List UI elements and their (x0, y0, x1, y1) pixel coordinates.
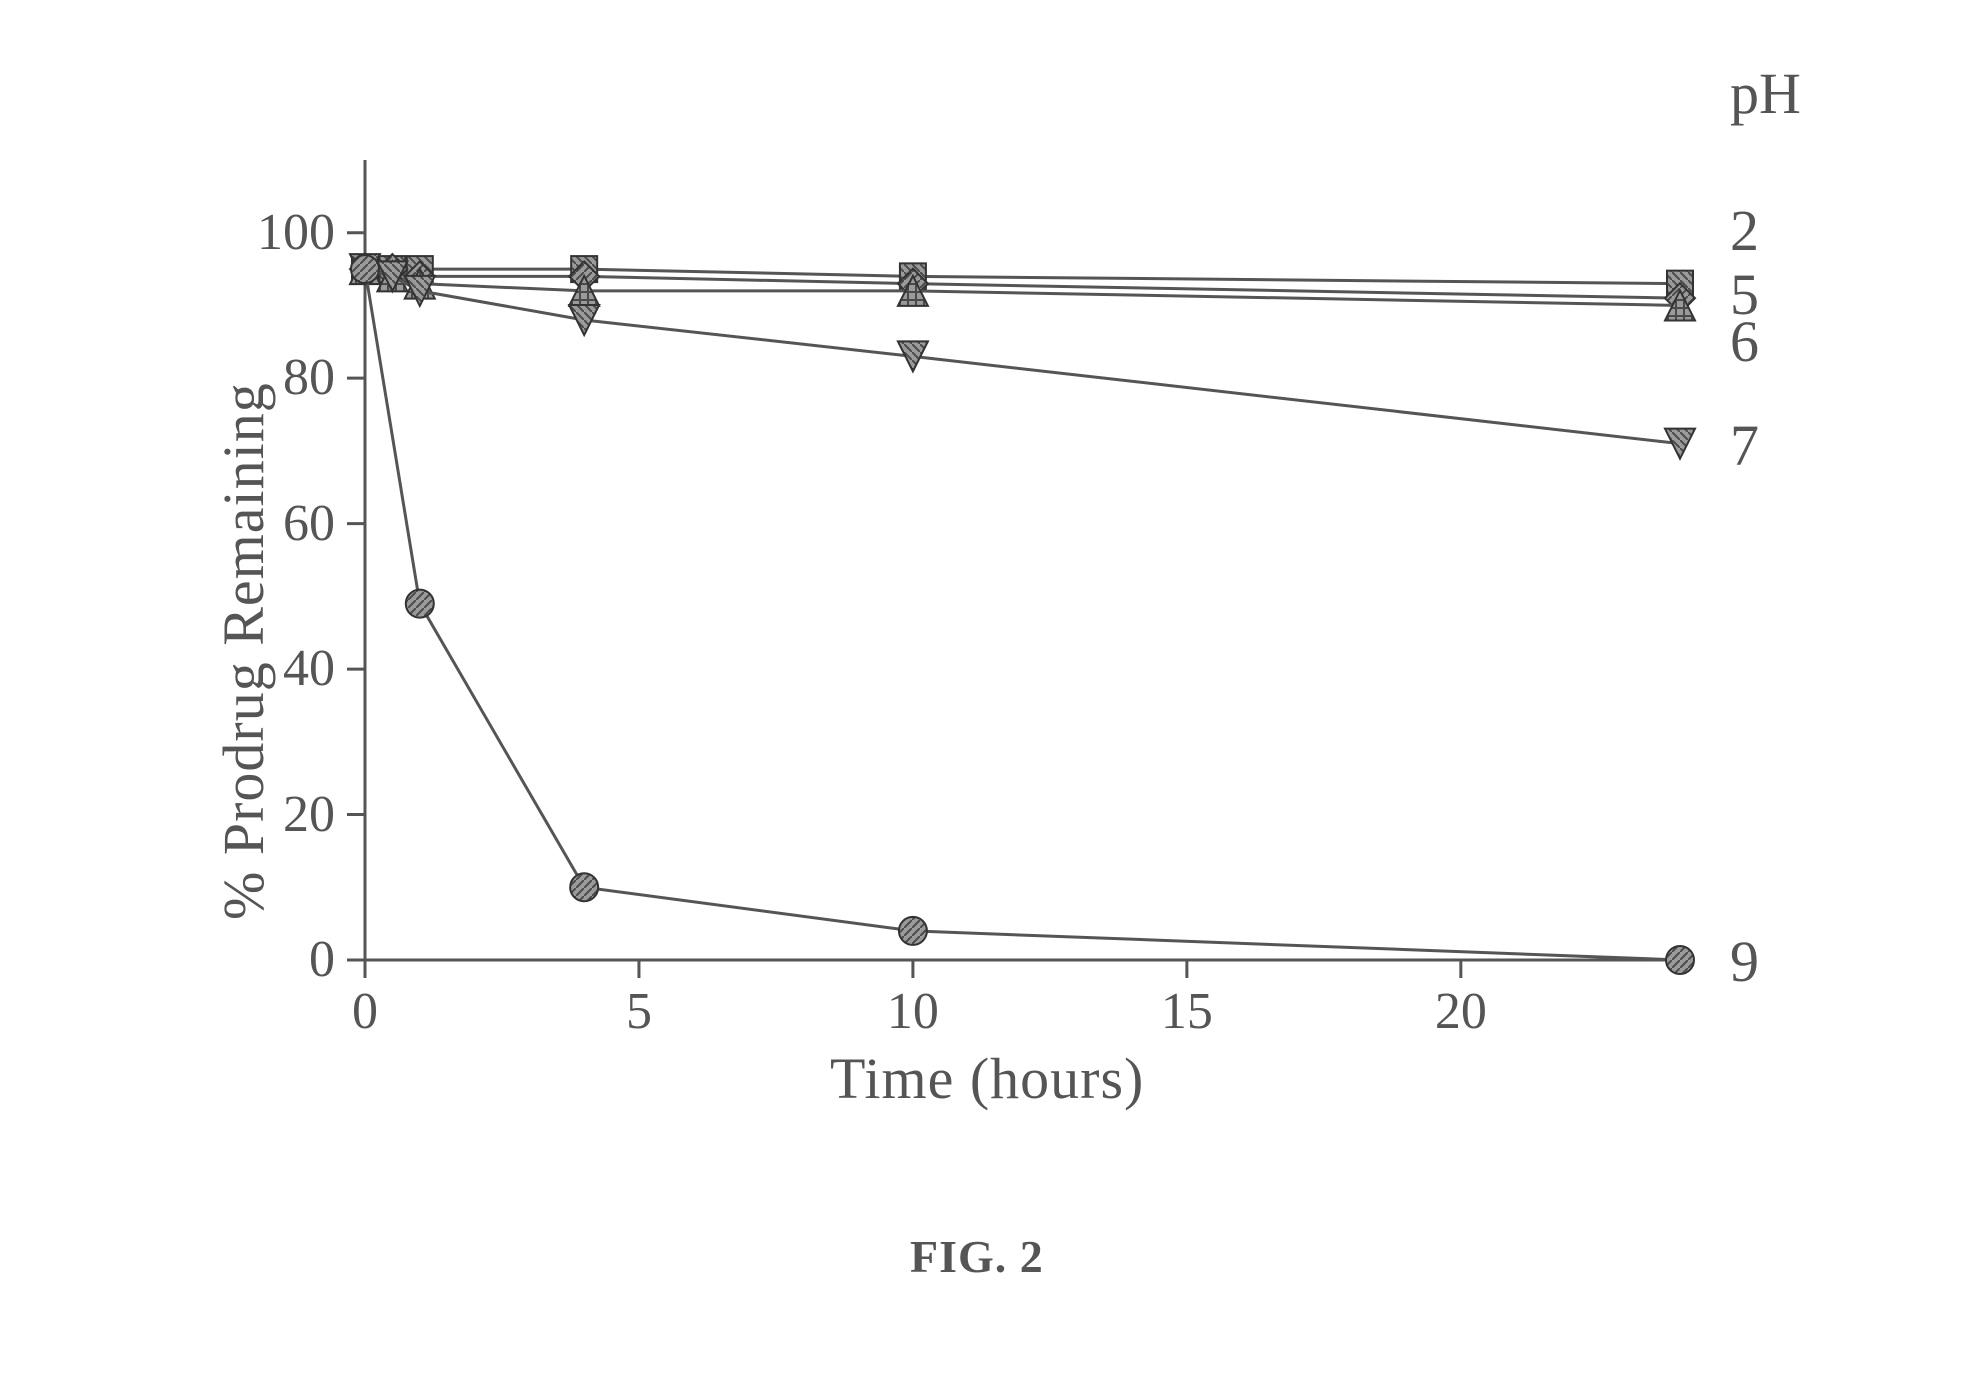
y-tick-label: 20 (235, 785, 335, 844)
x-tick-label: 10 (883, 982, 943, 1041)
figure-caption: FIG. 2 (910, 1230, 1044, 1283)
x-axis-title: Time (hours) (830, 1045, 1144, 1112)
series-label-ph7: 7 (1730, 412, 1759, 479)
series-label-ph9: 9 (1730, 928, 1759, 995)
y-tick-label: 60 (235, 494, 335, 553)
figure-container: % Prodrug Remaining Time (hours) pH 2 5 … (0, 0, 1975, 1385)
x-tick-label: 5 (609, 982, 669, 1041)
x-tick-label: 20 (1431, 982, 1491, 1041)
y-tick-label: 40 (235, 639, 335, 698)
legend-header: pH (1730, 60, 1801, 127)
series-label-ph6: 6 (1730, 308, 1759, 375)
x-tick-label: 0 (335, 982, 395, 1041)
x-tick-label: 15 (1157, 982, 1217, 1041)
y-tick-label: 80 (235, 348, 335, 407)
series-label-ph2: 2 (1730, 197, 1759, 264)
y-tick-label: 0 (235, 930, 335, 989)
y-tick-label: 100 (235, 203, 335, 262)
